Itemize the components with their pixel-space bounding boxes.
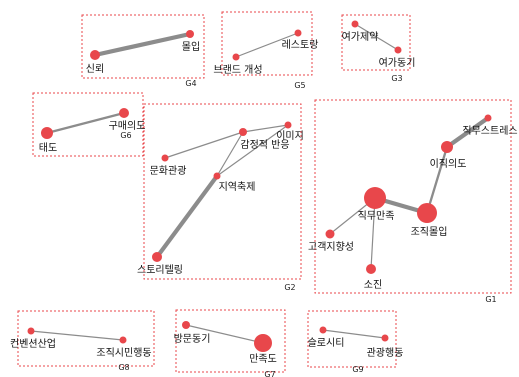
node-label-turnover: 이직의도 (430, 158, 467, 170)
node-org-commit (417, 203, 437, 223)
node-label-customer: 고객지향성 (308, 241, 354, 253)
node-label-convention: 컨벤션산업 (10, 337, 56, 350)
node-label-slowcity: 슬로시티 (308, 337, 345, 349)
node-tour-behav (382, 335, 389, 342)
node-label-burnout: 소진 (364, 279, 382, 291)
group-label-g2: G2 (284, 283, 295, 292)
edge-festival-story (157, 176, 217, 257)
node-ocb (120, 337, 127, 344)
node-turnover (441, 141, 453, 153)
node-label-image: 이미지 (276, 130, 304, 142)
group-label-g6: G6 (120, 131, 131, 140)
node-story (152, 252, 162, 262)
node-emotion (239, 128, 247, 136)
node-label-immersion: 몰입 (182, 40, 200, 53)
node-label-brand: 브랜드 개성 (213, 64, 262, 76)
node-culture (162, 155, 169, 162)
node-label-job-stress: 직무스트레스 (462, 125, 517, 137)
node-label-story: 스토리텔링 (137, 264, 183, 276)
node-label-tour-behav: 관광행동 (367, 347, 404, 359)
node-image (285, 122, 292, 129)
node-customer (326, 230, 335, 239)
edge-turnover-org_commit (427, 147, 447, 213)
node-label-attitude: 태도 (39, 142, 57, 154)
node-convention (28, 328, 35, 335)
node-visit (182, 321, 190, 329)
group-label-g4: G4 (185, 79, 196, 88)
group-label-g1: G1 (485, 295, 496, 304)
group-label-g9: G9 (352, 365, 363, 374)
node-label-purchase: 구매의도 (109, 120, 146, 132)
node-attitude (41, 127, 53, 139)
node-restaurant (295, 30, 302, 37)
node-purchase (119, 108, 129, 118)
node-festival (214, 173, 221, 180)
node-leisure-con (352, 21, 359, 28)
node-label-job-sat: 직무만족 (358, 210, 395, 222)
node-label-festival: 지역축제 (219, 181, 256, 193)
node-label-org-commit: 조직몰입 (411, 225, 448, 238)
node-job-sat (364, 187, 386, 209)
group-label-g3: G3 (391, 74, 402, 83)
node-satisfaction (254, 334, 272, 352)
edge-culture-emotion (165, 132, 243, 158)
group-label-g5: G5 (294, 81, 305, 90)
node-label-trust: 신뢰 (86, 63, 104, 75)
node-label-leisure-mot: 여가동기 (379, 57, 416, 69)
node-label-culture: 문화관광 (150, 165, 187, 177)
node-slowcity (320, 327, 327, 334)
node-trust (90, 50, 100, 60)
node-burnout (366, 264, 376, 274)
edge-slowcity-tour_behav (323, 330, 385, 338)
edge-emotion-festival (217, 132, 243, 176)
node-leisure-mot (395, 47, 402, 54)
node-label-restaurant: 레스토랑 (282, 39, 319, 51)
node-immersion (186, 30, 194, 38)
node-label-visit: 방문동기 (174, 333, 211, 345)
edge-trust-immersion (95, 34, 190, 55)
node-label-leisure-con: 여가제약 (342, 31, 379, 43)
node-label-satisfaction: 만족도 (249, 353, 277, 365)
node-label-ocb: 조직시민행동 (96, 347, 151, 359)
node-job-stress (485, 115, 492, 122)
group-label-g7: G7 (264, 370, 275, 377)
node-brand (233, 54, 240, 61)
group-label-g8: G8 (118, 363, 129, 372)
